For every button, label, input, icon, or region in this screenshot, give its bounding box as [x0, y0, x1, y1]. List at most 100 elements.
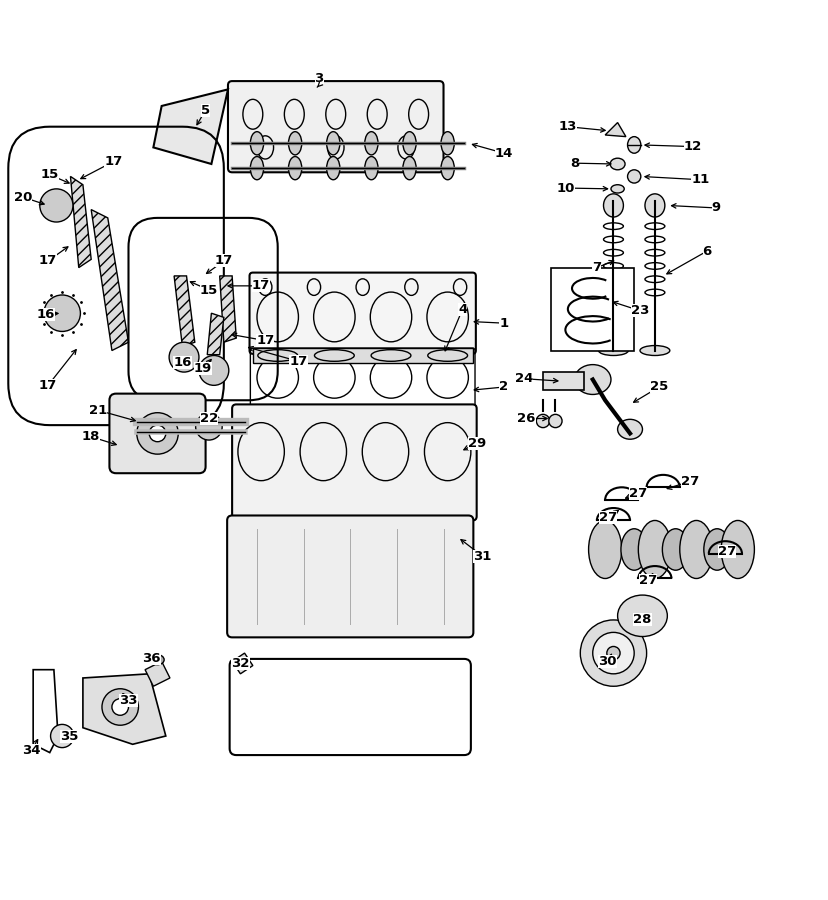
Polygon shape	[83, 674, 166, 744]
Ellipse shape	[627, 170, 640, 183]
Text: 24: 24	[514, 373, 532, 385]
Text: 26: 26	[517, 412, 535, 425]
Ellipse shape	[644, 194, 664, 217]
Polygon shape	[207, 313, 224, 355]
Bar	[551, 267, 633, 350]
Text: 6: 6	[701, 245, 711, 257]
Text: 31: 31	[473, 550, 491, 562]
Ellipse shape	[250, 157, 263, 180]
Ellipse shape	[617, 595, 667, 636]
Ellipse shape	[102, 688, 138, 725]
Text: 1: 1	[498, 317, 508, 329]
Ellipse shape	[402, 131, 416, 155]
Text: 17: 17	[104, 155, 123, 168]
FancyBboxPatch shape	[228, 81, 443, 172]
Ellipse shape	[592, 633, 633, 674]
Ellipse shape	[609, 158, 624, 170]
Text: 12: 12	[683, 140, 701, 153]
Polygon shape	[604, 122, 625, 137]
Text: 17: 17	[252, 279, 270, 292]
Ellipse shape	[40, 189, 73, 222]
Ellipse shape	[112, 698, 128, 716]
Ellipse shape	[574, 364, 610, 394]
Text: 11: 11	[691, 173, 709, 186]
Text: 3: 3	[314, 72, 324, 86]
Ellipse shape	[548, 414, 561, 427]
Text: 18: 18	[82, 430, 100, 443]
Text: 7: 7	[591, 261, 601, 274]
Text: 16: 16	[36, 308, 55, 320]
Ellipse shape	[250, 131, 263, 155]
Ellipse shape	[627, 137, 640, 153]
Ellipse shape	[149, 425, 166, 442]
Ellipse shape	[606, 646, 619, 660]
Ellipse shape	[364, 157, 378, 180]
Text: 13: 13	[558, 121, 576, 133]
Ellipse shape	[638, 520, 671, 579]
FancyBboxPatch shape	[249, 273, 475, 354]
Text: 27: 27	[598, 511, 616, 525]
Text: 19: 19	[194, 363, 212, 375]
Polygon shape	[91, 210, 128, 350]
Text: 16: 16	[173, 356, 191, 370]
Text: 28: 28	[633, 614, 651, 626]
Text: 34: 34	[22, 743, 41, 757]
Ellipse shape	[720, 520, 753, 579]
Text: 27: 27	[638, 574, 657, 588]
Bar	[542, 372, 584, 391]
Polygon shape	[145, 662, 170, 687]
Ellipse shape	[288, 157, 301, 180]
Text: 29: 29	[467, 436, 485, 450]
Text: 22: 22	[200, 412, 218, 425]
Text: 36: 36	[142, 652, 161, 665]
Polygon shape	[70, 176, 91, 267]
Ellipse shape	[195, 413, 222, 440]
Text: 17: 17	[289, 355, 307, 368]
Polygon shape	[232, 653, 253, 674]
Text: 5: 5	[200, 104, 210, 117]
Text: 17: 17	[39, 379, 57, 392]
Ellipse shape	[620, 529, 647, 571]
Ellipse shape	[703, 529, 729, 571]
Ellipse shape	[536, 414, 549, 427]
Ellipse shape	[639, 346, 669, 356]
Text: 17: 17	[214, 255, 233, 267]
Text: 21: 21	[89, 404, 107, 417]
FancyBboxPatch shape	[227, 516, 473, 637]
Ellipse shape	[51, 724, 74, 748]
Text: 33: 33	[119, 694, 137, 706]
Text: 25: 25	[649, 381, 667, 393]
Ellipse shape	[364, 131, 378, 155]
Text: 17: 17	[39, 255, 57, 267]
Text: 2: 2	[498, 381, 508, 393]
Ellipse shape	[610, 184, 623, 193]
Bar	[253, 348, 472, 363]
Text: 27: 27	[628, 487, 647, 500]
Text: 14: 14	[494, 147, 513, 159]
Text: 35: 35	[60, 730, 78, 742]
Ellipse shape	[598, 346, 628, 356]
Polygon shape	[174, 276, 195, 346]
Text: 23: 23	[630, 304, 648, 317]
Ellipse shape	[326, 131, 339, 155]
Text: 8: 8	[569, 157, 579, 170]
Text: 32: 32	[231, 657, 249, 670]
Ellipse shape	[402, 157, 416, 180]
Ellipse shape	[679, 520, 712, 579]
Ellipse shape	[137, 413, 178, 454]
Text: 27: 27	[680, 475, 698, 488]
Ellipse shape	[440, 157, 454, 180]
Polygon shape	[153, 89, 228, 164]
Ellipse shape	[326, 157, 339, 180]
Text: 30: 30	[598, 655, 616, 668]
Ellipse shape	[580, 620, 646, 687]
Text: 20: 20	[14, 191, 32, 203]
Text: 15: 15	[41, 168, 59, 181]
Ellipse shape	[440, 131, 454, 155]
Ellipse shape	[662, 529, 688, 571]
Ellipse shape	[199, 356, 229, 385]
FancyBboxPatch shape	[109, 393, 205, 473]
Ellipse shape	[288, 131, 301, 155]
Ellipse shape	[603, 194, 623, 217]
Polygon shape	[219, 276, 236, 342]
